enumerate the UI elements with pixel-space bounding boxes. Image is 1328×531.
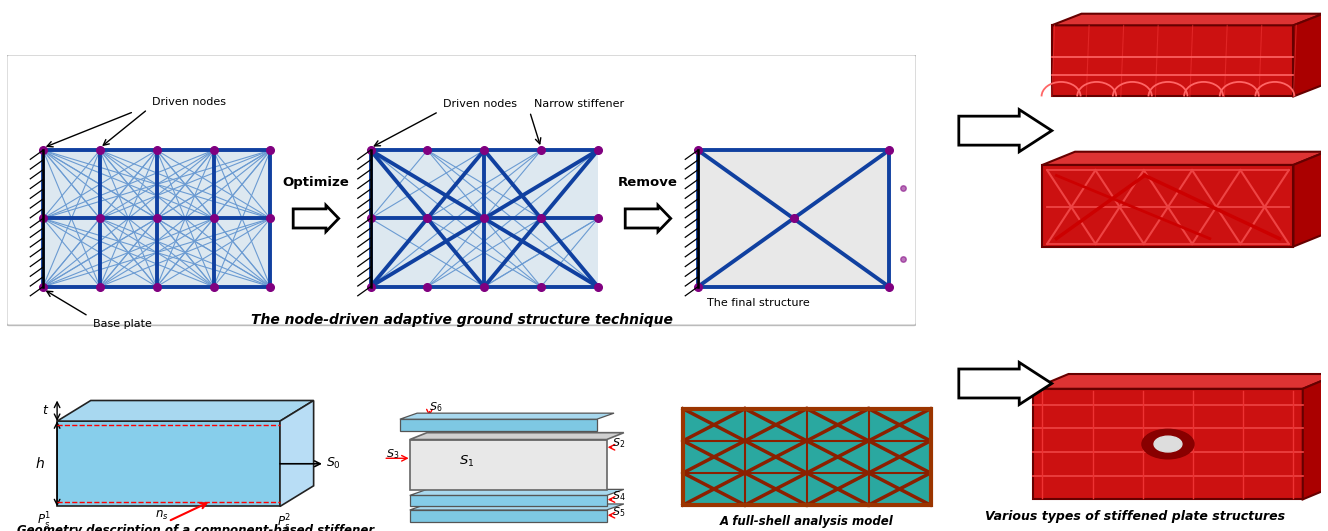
Bar — [807, 441, 867, 473]
Text: h: h — [36, 457, 45, 471]
Bar — [371, 150, 598, 287]
Polygon shape — [1293, 152, 1325, 246]
Bar — [699, 150, 888, 287]
FancyArrow shape — [625, 205, 671, 232]
Polygon shape — [410, 433, 624, 440]
Text: $n_s$: $n_s$ — [155, 509, 169, 523]
Bar — [746, 474, 806, 504]
FancyArrow shape — [959, 109, 1052, 152]
Text: $S_0$: $S_0$ — [327, 456, 341, 472]
Bar — [746, 409, 806, 440]
Polygon shape — [1293, 14, 1323, 97]
Text: Geometry description of a component-based stiffener: Geometry description of a component-base… — [17, 524, 374, 531]
Bar — [870, 441, 930, 473]
Text: $P_s^1$: $P_s^1$ — [37, 511, 52, 530]
Bar — [684, 409, 744, 440]
Bar — [807, 409, 867, 440]
Polygon shape — [400, 413, 614, 419]
Text: Remove: Remove — [618, 176, 677, 189]
Polygon shape — [1042, 165, 1293, 246]
Text: The node-driven adaptive ground structure technique: The node-driven adaptive ground structur… — [251, 313, 672, 327]
FancyBboxPatch shape — [7, 55, 916, 326]
Polygon shape — [1052, 14, 1323, 25]
Bar — [807, 474, 867, 504]
Polygon shape — [1042, 152, 1325, 165]
Polygon shape — [410, 510, 607, 521]
FancyArrow shape — [293, 205, 339, 232]
Text: Optimize: Optimize — [283, 176, 349, 189]
Polygon shape — [1033, 389, 1303, 499]
Bar — [746, 441, 806, 473]
Text: Base plate: Base plate — [93, 319, 151, 329]
Circle shape — [1142, 430, 1194, 459]
FancyArrow shape — [959, 363, 1052, 405]
Text: The final structure: The final structure — [706, 298, 810, 308]
Polygon shape — [1303, 374, 1328, 499]
Polygon shape — [410, 504, 624, 510]
Polygon shape — [280, 400, 313, 507]
Text: Driven nodes: Driven nodes — [153, 97, 226, 107]
Bar — [42, 150, 271, 287]
Polygon shape — [410, 495, 607, 506]
Bar — [410, 440, 607, 491]
Bar — [870, 474, 930, 504]
Bar — [684, 474, 744, 504]
Text: t: t — [41, 404, 46, 417]
Polygon shape — [57, 421, 280, 507]
Text: A full-shell analysis model: A full-shell analysis model — [720, 515, 894, 528]
Text: $S_3$: $S_3$ — [386, 447, 400, 461]
Text: Narrow stiffener: Narrow stiffener — [534, 99, 624, 109]
Text: $S_6$: $S_6$ — [429, 401, 442, 415]
Polygon shape — [400, 419, 596, 431]
Polygon shape — [1052, 25, 1293, 97]
Polygon shape — [410, 490, 624, 495]
Polygon shape — [57, 400, 313, 421]
Text: Driven nodes: Driven nodes — [444, 99, 518, 109]
Bar — [683, 409, 931, 505]
Text: $P_s^2$: $P_s^2$ — [278, 513, 291, 531]
Text: $S_1$: $S_1$ — [459, 454, 474, 469]
Text: $S_4$: $S_4$ — [612, 490, 625, 503]
Text: $S_5$: $S_5$ — [612, 505, 625, 519]
Circle shape — [1154, 436, 1182, 452]
Bar — [870, 409, 930, 440]
Text: Various types of stiffened plate structures: Various types of stiffened plate structu… — [985, 510, 1286, 523]
Polygon shape — [1033, 374, 1328, 389]
Text: $S_2$: $S_2$ — [612, 436, 624, 450]
Bar — [684, 441, 744, 473]
